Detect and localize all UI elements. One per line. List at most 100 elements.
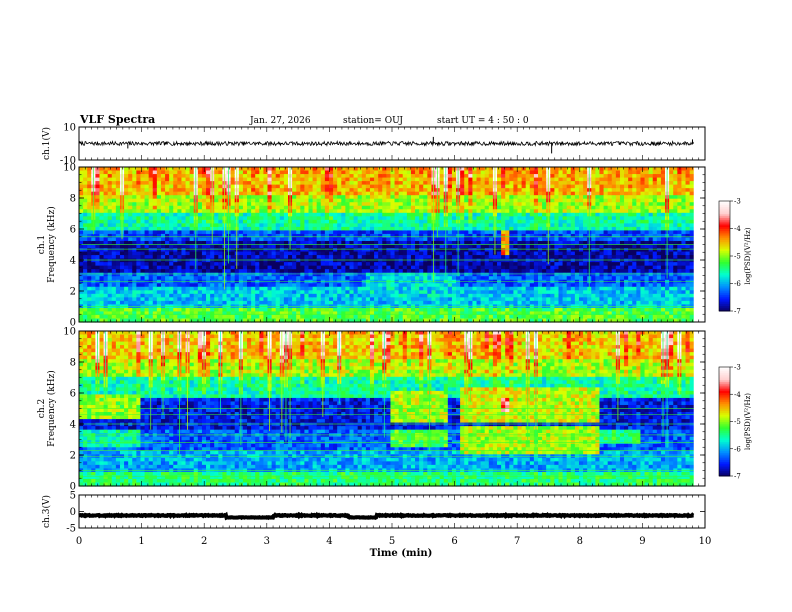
ch1-spectrogram-cell [279, 198, 285, 203]
ch1-spectrogram-cell [214, 202, 219, 207]
ch1-spectrogram-cell [169, 290, 174, 295]
ch1-spectrogram-cell [111, 307, 117, 313]
ch1-spectrogram-cell [165, 283, 170, 288]
ch1-spectrogram-cell [431, 293, 437, 298]
ch1-spectrogram-cell [501, 300, 506, 305]
ch1-spectrogram-cell [316, 297, 322, 302]
ch1-spectrogram-cell [148, 223, 154, 228]
ch1-spectrogram-cell [369, 286, 375, 291]
ch1-spectrogram-cell [484, 226, 490, 232]
ch1-spectrogram-cell [460, 226, 465, 232]
ch1-spectrogram-cell [382, 167, 387, 172]
ch1-spectrogram-cell [324, 318, 330, 323]
ch1-spectrogram-cell [177, 212, 183, 217]
ch1-spectrogram-cell [304, 269, 310, 274]
ch1-spectrogram-cell [386, 276, 392, 281]
ch1-spectrogram-cell [169, 318, 174, 323]
ch1-spectrogram-cell [488, 258, 494, 263]
ch1-spectrogram-cell [165, 311, 170, 316]
ch1-spectrogram-cell [439, 216, 445, 221]
ch1-spectrogram-cell [333, 198, 338, 203]
ch1-spectrogram-cell [115, 167, 121, 172]
ch1-spectrogram-cell [439, 181, 445, 186]
ch1-spectrogram-cell [95, 219, 101, 224]
ch1-spectrogram-cell [406, 237, 412, 242]
ch1-spectrogram-cell [427, 290, 433, 295]
ch1-spectrogram-cell [181, 318, 187, 323]
ch1-spectrogram-cell [374, 184, 379, 189]
ch1-spectrogram-cell [165, 223, 170, 228]
ch1-spectrogram-cell [390, 188, 396, 193]
ch1-spectrogram-cell [423, 311, 428, 316]
ch1-spectrogram-cell [513, 314, 519, 320]
ch1-spectrogram-cell [201, 181, 207, 186]
ch1-spectrogram-cell [107, 170, 113, 175]
ch1-spectrogram-cell [308, 223, 314, 228]
ch1-spectrogram-cell [410, 216, 416, 221]
ch1-spectrogram-cell [456, 286, 461, 291]
ch1-spectrogram-cell [365, 216, 371, 221]
ch1-spectrogram-cell [300, 237, 305, 242]
ch1-spectrogram-cell [288, 307, 293, 313]
ch1-spectrogram-cell [341, 300, 346, 305]
ch1-spectrogram-cell [197, 318, 203, 323]
ch1-spectrogram-cell [509, 167, 515, 172]
ch1-spectrogram-cell [353, 240, 359, 246]
ch1-spectrogram-cell [148, 212, 154, 217]
ch1-spectrogram-cell [103, 265, 109, 270]
ch1-spectrogram-cell [160, 262, 166, 267]
ch1-spectrogram-cell [247, 230, 252, 235]
ch1-spectrogram-cell [251, 181, 256, 186]
ch1-spectrogram-cell [148, 311, 154, 316]
ch1-spectrogram-cell [173, 290, 178, 295]
ch1-spectrogram-cell [386, 255, 392, 260]
ch1-spectrogram-cell [173, 181, 178, 186]
ch1-spectrogram-cell [185, 209, 191, 214]
ch1-spectrogram-cell [406, 272, 412, 277]
ch1-spectrogram-cell [201, 205, 207, 210]
ch1-spectrogram-cell [87, 272, 92, 277]
ch1-spectrogram-cell [197, 212, 203, 217]
ch1-spectrogram-cell [443, 300, 449, 305]
ch1-spectrogram-cell [509, 272, 515, 277]
ch1-spectrogram-cell [492, 255, 498, 260]
ch1-spectrogram-cell [169, 226, 174, 232]
ch1-spectrogram-cell [333, 262, 338, 267]
ch1-spectrogram-cell [427, 209, 433, 214]
ch1-spectrogram-cell [402, 198, 408, 203]
ch1-spectrogram-cell [406, 244, 412, 249]
ch1-spectrogram-cell [328, 237, 334, 242]
ch1-spectrogram-cell [427, 314, 433, 320]
ch1-spectrogram-cell [201, 262, 207, 267]
ch1-spectrogram-cell [521, 167, 527, 172]
ch1-spectrogram-cell [427, 202, 433, 207]
ch1-spectrogram-cell [156, 237, 162, 242]
ch1-spectrogram-cell [259, 237, 265, 242]
ch1-spectrogram-cell [333, 307, 338, 313]
ch1-spectrogram-cell [427, 219, 433, 224]
ch1-spectrogram-cell [349, 237, 355, 242]
ch1-spectrogram-cell [230, 230, 236, 235]
ch1-spectrogram-cell [410, 188, 416, 193]
ch1-spectrogram-cell [337, 297, 342, 302]
ch1-spectrogram-cell [259, 265, 265, 270]
ch1-spectrogram-cell [124, 226, 129, 232]
ch1-spectrogram-cell [173, 226, 178, 232]
ch1-spectrogram-cell [103, 237, 109, 242]
ch1-spectrogram-cell [382, 191, 387, 196]
ch1-spectrogram-cell [218, 283, 224, 288]
ch1-spectrogram-cell [177, 255, 183, 260]
ch1-spectrogram-cell [308, 188, 314, 193]
ch1-spectrogram-cell [320, 198, 326, 203]
ch1-spectrogram-cell [390, 212, 396, 217]
ch1-spectrogram-cell [263, 191, 269, 196]
ch1-spectrogram-cell [251, 209, 256, 214]
ch1-spectrogram-cell [390, 181, 396, 186]
ch1-spectrogram-cell [509, 209, 515, 214]
ch1-spectrogram-cell [156, 219, 162, 224]
ch1-spectrogram-cell [103, 318, 109, 323]
ch1-spectrogram-cell [497, 205, 502, 210]
ch1-spectrogram-cell [320, 265, 326, 270]
ch1-spectrogram-cell [488, 240, 494, 246]
ch1-spectrogram-cell [312, 293, 318, 298]
